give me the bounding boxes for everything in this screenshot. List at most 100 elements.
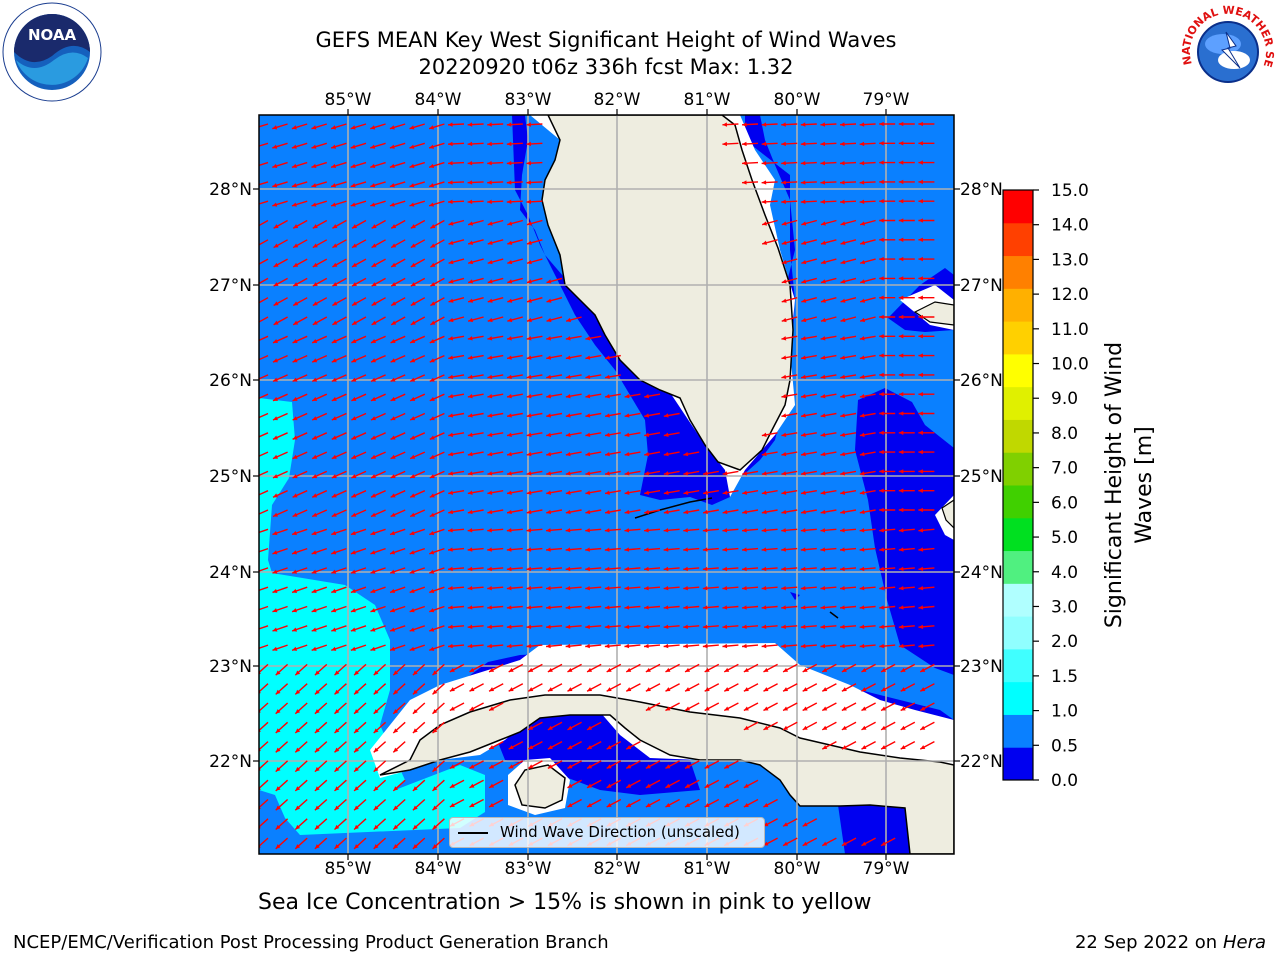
wave-arrow: [879, 528, 896, 533]
wave-arrow: [859, 412, 876, 418]
wave-arrow: [429, 354, 445, 363]
wave-arrow: [331, 451, 347, 460]
wave-arrow: [918, 237, 935, 242]
wave-arrow: [840, 509, 857, 515]
wave-arrow: [351, 277, 367, 287]
wave-arrow: [373, 721, 387, 734]
wave-arrow: [644, 490, 661, 495]
wave-arrow: [918, 353, 935, 358]
wave-arrow: [275, 741, 289, 753]
wave-arrow: [370, 509, 386, 518]
wave-arrow: [546, 316, 563, 323]
lat-label-right: 27°N: [960, 276, 1003, 296]
wave-arrow: [781, 432, 798, 437]
wave-arrow: [389, 625, 406, 632]
wave-arrow: [604, 547, 621, 552]
wave-arrow: [586, 779, 602, 789]
wave-arrow: [841, 740, 857, 750]
wave-arrow: [259, 200, 269, 205]
wave-arrow: [429, 451, 445, 460]
wave-arrow: [432, 683, 445, 695]
wave-arrow: [820, 316, 837, 323]
wave-arrow: [722, 566, 739, 572]
wave-arrow: [781, 316, 798, 323]
wave-arrow: [259, 625, 269, 630]
wave-arrow: [487, 354, 504, 360]
wave-arrow: [449, 798, 465, 808]
wave-arrow: [526, 605, 543, 610]
wave-arrow: [859, 316, 876, 323]
wave-arrow: [859, 528, 876, 533]
wave-arrow: [840, 354, 857, 360]
wave-arrow: [723, 663, 739, 673]
wave-arrow: [643, 586, 661, 591]
wave-arrow: [507, 258, 523, 265]
wave-arrow: [409, 490, 426, 498]
wave-arrow: [350, 161, 367, 169]
wave-arrow: [820, 490, 837, 495]
colorbar-tick-label: 6.0: [1051, 493, 1078, 513]
wave-arrow: [488, 798, 504, 808]
wave-arrow: [879, 199, 896, 204]
wave-arrow: [259, 297, 269, 304]
wave-arrow: [373, 683, 387, 695]
wave-arrow: [782, 837, 798, 847]
wave-arrow: [272, 528, 288, 536]
wave-arrow: [389, 123, 406, 130]
wave-arrow: [409, 412, 426, 421]
wave-arrow: [469, 779, 484, 789]
wave-arrow: [801, 239, 817, 245]
wave-arrow: [311, 451, 328, 460]
wave-arrow: [683, 509, 700, 515]
wave-arrow: [412, 818, 426, 831]
wave-arrow: [702, 547, 719, 552]
wave-arrow: [448, 432, 465, 437]
wave-arrow: [429, 412, 445, 421]
wave-arrow: [272, 354, 288, 363]
wave-arrow: [506, 528, 523, 533]
wave-arrow: [291, 161, 308, 169]
wave-arrow: [839, 141, 857, 147]
wave-arrow: [802, 818, 818, 827]
wave-arrow: [273, 316, 288, 326]
wave-arrow: [546, 393, 563, 399]
wave-arrow: [800, 432, 817, 437]
wave-arrow: [526, 258, 543, 265]
wave-arrow: [351, 219, 367, 229]
colorbar-swatch: [1003, 419, 1033, 453]
wave-arrow: [331, 393, 347, 402]
wave-arrow: [259, 277, 269, 285]
wave-arrow: [294, 741, 308, 753]
wave-arrow: [781, 624, 798, 629]
wave-arrow: [763, 721, 778, 731]
wave-arrow: [859, 643, 876, 649]
wave-arrow: [919, 702, 935, 712]
wave-arrow: [565, 624, 582, 629]
wave-arrow: [428, 161, 445, 169]
wave-arrow: [547, 760, 563, 770]
wave-arrow: [545, 624, 563, 629]
wave-arrow: [292, 297, 308, 307]
wave-arrow: [840, 297, 857, 303]
wave-arrow: [761, 490, 778, 495]
wave-arrow: [722, 643, 739, 649]
wave-arrow: [506, 161, 523, 166]
wave-arrow: [898, 507, 915, 513]
wave-arrow: [820, 566, 837, 572]
wave-arrow: [392, 663, 406, 676]
wave-arrow: [409, 605, 426, 613]
wave-arrow: [467, 258, 484, 265]
colorbar-tick-label: 5.0: [1051, 528, 1078, 548]
wave-arrow: [353, 798, 367, 811]
wave-arrow: [370, 161, 386, 169]
wave-arrow: [604, 566, 621, 572]
wave-arrow: [546, 470, 563, 476]
wave-arrow: [761, 451, 778, 457]
wave-arrow: [820, 141, 837, 147]
wave-arrow: [312, 239, 328, 249]
wave-arrow: [429, 393, 445, 402]
wave-arrow: [430, 258, 445, 268]
wave-arrow: [390, 432, 406, 440]
wave-arrow: [663, 624, 680, 629]
wave-arrow: [314, 798, 328, 811]
